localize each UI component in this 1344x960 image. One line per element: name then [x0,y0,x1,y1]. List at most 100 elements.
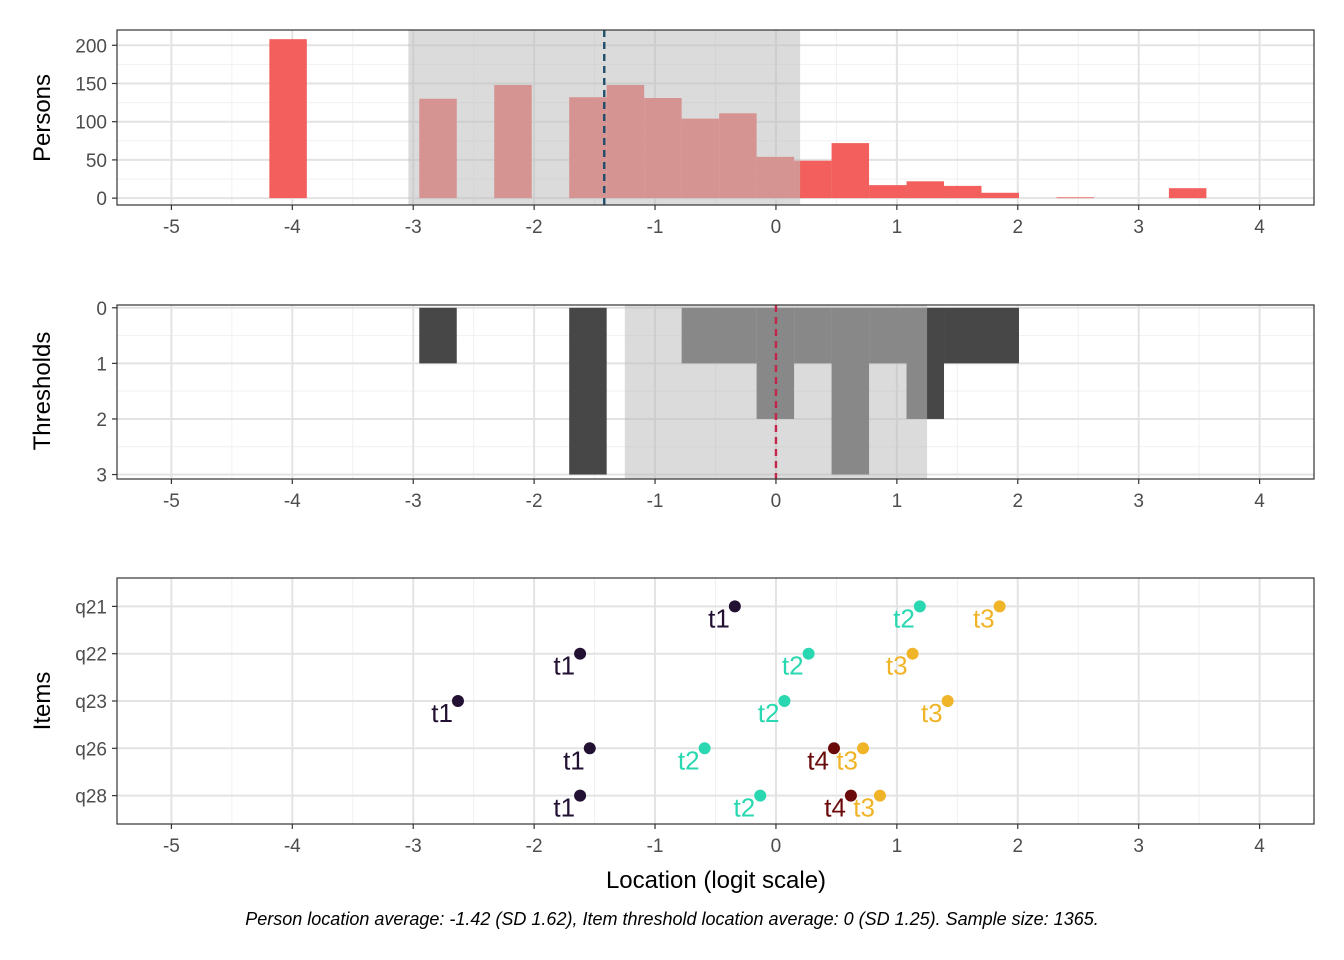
thresholds-y-axis-title: Thresholds [29,332,56,451]
threshold-point [857,742,870,755]
histogram-bar [944,307,1019,364]
x-tick-label: -4 [284,217,301,238]
histogram-bar [869,185,907,199]
y-tick-label: 150 [75,74,107,95]
persons-y-axis-title: Persons [29,74,56,162]
x-tick-label: -2 [526,217,543,238]
x-tick-label: -4 [284,836,301,857]
panel-border [116,304,1315,480]
threshold-point [913,600,926,613]
threshold-point [873,789,886,802]
x-tick-label: 3 [1133,491,1144,512]
threshold-point [827,742,840,755]
caption: Person location average: -1.42 (SD 1.62)… [245,909,1098,929]
x-tick-label: -5 [163,491,180,512]
y-tick-label: 1 [96,354,107,375]
x-tick-label: 1 [892,217,903,238]
persons-panel: 0 50 100 150 200 -5 -4 -3 -2 -1 0 1 2 3 4 [75,29,1315,238]
x-tick-label: -1 [647,491,664,512]
histogram-bar [1056,197,1094,199]
panel-border [116,29,1315,206]
x-tick-label: -3 [405,491,422,512]
y-tick-label: q28 [75,787,107,808]
threshold-point [844,789,857,802]
threshold-point [802,647,815,660]
x-tick-label: 1 [892,491,903,512]
threshold-point [728,600,741,613]
x-tick-label: -1 [647,836,664,857]
threshold-point [583,742,596,755]
threshold-point [754,789,767,802]
histogram-bar [419,307,457,364]
thresholds-panel: 0 1 2 3 -5 -4 -3 -2 -1 0 1 2 3 4 [96,299,1315,512]
y-tick-label: 100 [75,113,107,134]
x-tick-label: 3 [1133,217,1144,238]
threshold-point-label: t2 [678,745,700,775]
threshold-point [451,695,464,707]
threshold-point-label: t1 [708,603,730,633]
x-tick-label: 4 [1254,491,1265,512]
x-tick-label: -5 [163,836,180,857]
threshold-point-label: t3 [921,698,943,728]
y-tick-label: q26 [75,739,107,760]
histogram-bar [269,39,307,199]
x-tick-label: 0 [771,491,782,512]
threshold-point-label: t2 [734,793,756,823]
threshold-point [906,647,919,660]
x-tick-label: 4 [1254,836,1265,857]
x-tick-label: -3 [405,836,422,857]
threshold-point-label: t2 [893,603,915,633]
y-tick-label: 3 [96,466,107,487]
x-tick-label: -2 [526,491,543,512]
threshold-point-label: t4 [824,793,846,823]
threshold-point [941,695,954,707]
threshold-point-label: t1 [563,745,585,775]
x-axis-title: Location (logit scale) [606,867,826,894]
y-tick-label: 0 [96,299,107,320]
y-tick-label: 50 [86,151,107,172]
x-tick-label: -1 [647,217,664,238]
threshold-point-label: t2 [782,651,804,681]
y-tick-label: 2 [96,410,107,431]
x-tick-label: -4 [284,491,301,512]
y-tick-label: q22 [75,645,107,666]
threshold-point-label: t3 [853,793,875,823]
x-tick-label: -3 [405,217,422,238]
histogram-bar [794,160,832,199]
items-y-axis-title: Items [29,672,56,731]
x-tick-label: 3 [1133,836,1144,857]
y-tick-label: 0 [96,189,107,210]
y-tick-label: q21 [75,597,107,618]
threshold-point-label: t1 [553,651,575,681]
y-tick-label: q23 [75,692,107,713]
histogram-bar [944,185,982,199]
x-tick-label: 0 [771,217,782,238]
threshold-point-label: t3 [973,603,995,633]
threshold-point [698,742,711,755]
x-tick-label: -2 [526,836,543,857]
x-tick-label: 2 [1012,217,1023,238]
x-tick-label: 0 [771,836,782,857]
threshold-point-label: t3 [836,745,858,775]
threshold-point [574,647,587,660]
x-tick-label: 2 [1012,836,1023,857]
threshold-point [778,695,791,707]
threshold-point [993,600,1006,613]
histogram-bar [1168,188,1207,199]
threshold-point-label: t3 [886,651,908,681]
histogram-bar [981,192,1019,199]
histogram-bar [831,143,870,199]
x-tick-label: 4 [1254,217,1265,238]
histogram-bar [569,307,607,475]
histogram-bar [906,181,945,199]
x-tick-label: 1 [892,836,903,857]
x-tick-label: 2 [1012,491,1023,512]
threshold-point-label: t2 [758,698,780,728]
threshold-point-label: t4 [807,745,829,775]
threshold-point [574,789,587,802]
threshold-point-label: t1 [553,793,575,823]
x-tick-label: -5 [163,217,180,238]
threshold-point-label: t1 [431,698,453,728]
